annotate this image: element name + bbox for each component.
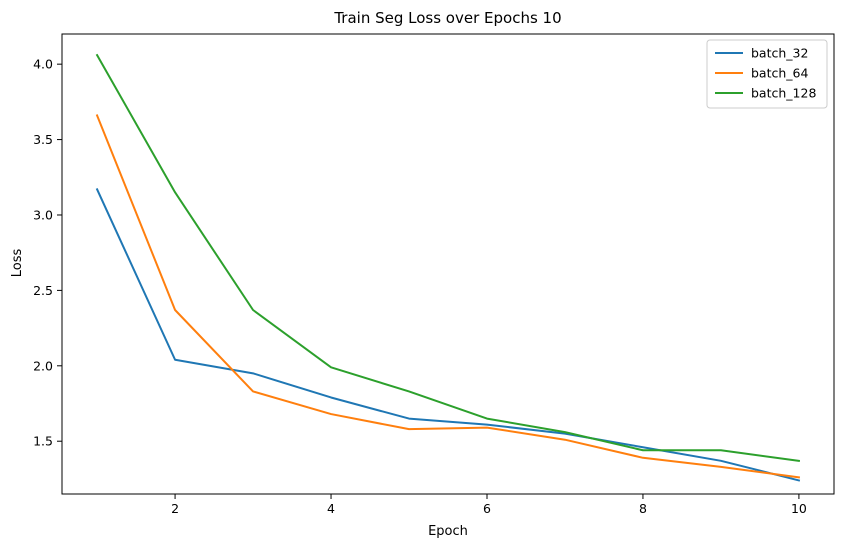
x-tick-label: 2 [171, 501, 179, 516]
y-tick-label: 1.5 [33, 434, 53, 449]
x-tick-label: 8 [639, 501, 647, 516]
series-line-batch_32 [95, 188, 801, 482]
x-tick-label: 4 [327, 501, 335, 516]
legend-label-batch_128: batch_128 [751, 86, 816, 101]
x-tick-label: 6 [483, 501, 491, 516]
legend-label-batch_64: batch_64 [751, 66, 808, 81]
chart-title: Train Seg Loss over Epochs 10 [333, 9, 561, 27]
x-axis-label: Epoch [428, 524, 468, 539]
series-line-batch_128 [95, 53, 801, 462]
series-line-batch_64 [95, 114, 801, 479]
y-tick-label: 4.0 [33, 57, 53, 72]
plot-area: 2 4 6 8 10 1.5 2.0 2.5 3.0 3.5 4.0 batch_32 batch_64… [33, 33, 835, 516]
axes-frame [61, 33, 835, 495]
y-tick-label: 3.5 [33, 132, 53, 147]
y-tick-label: 2.5 [33, 283, 53, 298]
y-axis-label: Loss [10, 249, 25, 278]
y-tick-label: 3.0 [33, 207, 53, 222]
legend-label-batch_32: batch_32 [751, 46, 808, 61]
legend-box [706, 39, 828, 109]
y-tick-label: 2.0 [33, 358, 53, 373]
x-tick-label: 10 [791, 501, 807, 516]
